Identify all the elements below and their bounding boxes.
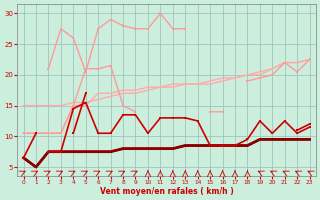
X-axis label: Vent moyen/en rafales ( km/h ): Vent moyen/en rafales ( km/h ) [100,187,234,196]
